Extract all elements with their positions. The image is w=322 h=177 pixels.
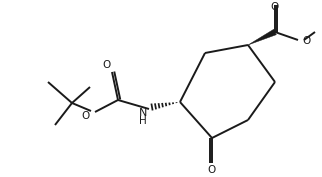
Text: N: N bbox=[139, 108, 147, 118]
Text: O: O bbox=[208, 165, 216, 175]
Text: O: O bbox=[103, 60, 111, 70]
Text: O: O bbox=[82, 111, 90, 121]
Polygon shape bbox=[248, 29, 276, 45]
Text: O: O bbox=[271, 2, 279, 12]
Text: H: H bbox=[139, 116, 147, 126]
Text: O: O bbox=[302, 36, 310, 46]
